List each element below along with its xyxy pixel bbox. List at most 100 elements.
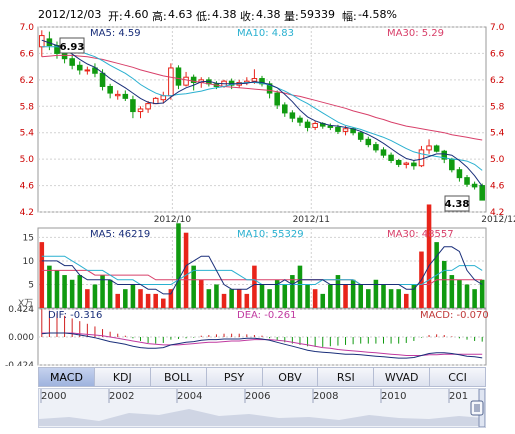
time-navigator[interactable]: 2000 2002 2004 2006 2008 2010 201 [38,388,486,428]
candle-body [76,64,83,71]
candle [464,175,470,187]
dea-legend: DEA: -0.261 [237,310,296,321]
candle-body [380,149,387,156]
high-marker: 6.93 [59,37,85,54]
candle-body [145,103,151,110]
candle-body [107,85,113,94]
candle-body [327,125,334,128]
candle-body [228,80,235,86]
volume-ma5-line [41,246,483,295]
candle-body [61,52,68,60]
price-ytick-right: 5.8 [490,102,505,112]
candle-body [357,132,364,140]
volume-bar [441,260,447,308]
price-ytick-left: 6.6 [20,49,35,59]
tab-wvad[interactable]: WVAD [374,367,431,387]
candle [304,119,311,132]
candle-body [471,183,478,188]
candle [274,90,280,109]
price-ytick-right: 6.2 [490,76,504,86]
candle-body [297,117,303,123]
candle-body [122,93,129,99]
candle-body [289,112,296,119]
candle-body [433,145,440,152]
candle [426,139,432,154]
candle [137,106,144,119]
ma10-line [41,46,483,171]
candle-body [441,150,448,160]
candle [380,147,387,158]
volume-bar [305,284,310,308]
navigator-year: 2004 [177,391,203,402]
volume-unit: X万 [18,299,33,309]
candle [449,157,455,173]
volume-value: 59339 [300,8,335,21]
candle [107,83,113,99]
ma5-line [41,39,483,187]
volume-bar [343,284,348,308]
volume-bar [221,293,227,308]
price-ytick-right: 4.6 [490,182,505,192]
tab-psy[interactable]: PSY [206,367,263,387]
tab-macd[interactable]: MACD [38,367,95,387]
volume-bar [77,275,83,308]
navigator-year: 2008 [313,391,339,402]
price-ytick-right: 5.4 [490,129,505,139]
volume-bar [350,279,356,308]
volume-bar [335,275,341,308]
macd-ytick: 0.000 [8,333,34,343]
price-xlabel: 2012/11 [293,215,330,225]
volume-bar [92,284,98,308]
candle [441,149,448,164]
close-label: 收: [240,10,255,23]
candle-body [335,126,341,132]
volume-ma30-legend: MA30: 48557 [387,229,454,240]
dif-legend: DIF: -0.316 [48,310,102,321]
candle [76,61,83,75]
candle-body [251,78,258,82]
price-ytick-left: 5.4 [20,129,35,139]
volume-bar [373,279,379,308]
ma30-line [41,54,483,141]
price-ytick-left: 4.6 [20,182,35,192]
change-label: 幅: [342,10,357,23]
low-marker: 4.38 [444,195,470,212]
price-ytick-right: 4.2 [490,208,504,218]
tab-boll[interactable]: BOLL [150,367,207,387]
candle [388,152,394,164]
navigator-handle[interactable] [470,389,485,427]
volume-bar [252,265,257,308]
volume-bar [479,279,485,308]
candle-body [266,83,273,94]
candle [69,54,75,70]
candle-body [183,76,189,86]
high-value: 4.63 [168,8,193,21]
candle [365,136,372,148]
low-marker-text: 4.38 [445,199,470,210]
candle-body [456,169,463,179]
candle [183,71,189,87]
tab-obv[interactable]: OBV [262,367,319,387]
tab-rsi[interactable]: RSI [318,367,375,387]
ma10-legend: MA10: 4.83 [237,28,294,39]
dif-line [41,332,483,359]
candle-body [69,58,75,66]
candle-body [373,144,379,151]
dea-line [41,332,483,356]
volume-yticks: 15 10 5 [23,233,35,290]
tab-cci[interactable]: CCI [430,367,486,387]
volume-ma10-legend: MA10: 55329 [237,229,304,240]
price-ytick-right: 6.6 [490,49,505,59]
high-marker-text: 6.93 [60,42,85,53]
candle [130,95,136,119]
volume-bar [183,232,189,308]
candle-body [365,138,372,146]
candle [114,90,121,100]
macd-legend: MACD: -0.070 [420,310,489,321]
candle-body [449,158,455,171]
volume-bar [297,265,303,308]
candle [373,141,379,153]
candle-body [395,159,402,165]
navigator-ticks [40,389,450,403]
tab-kdj[interactable]: KDJ [94,367,151,387]
